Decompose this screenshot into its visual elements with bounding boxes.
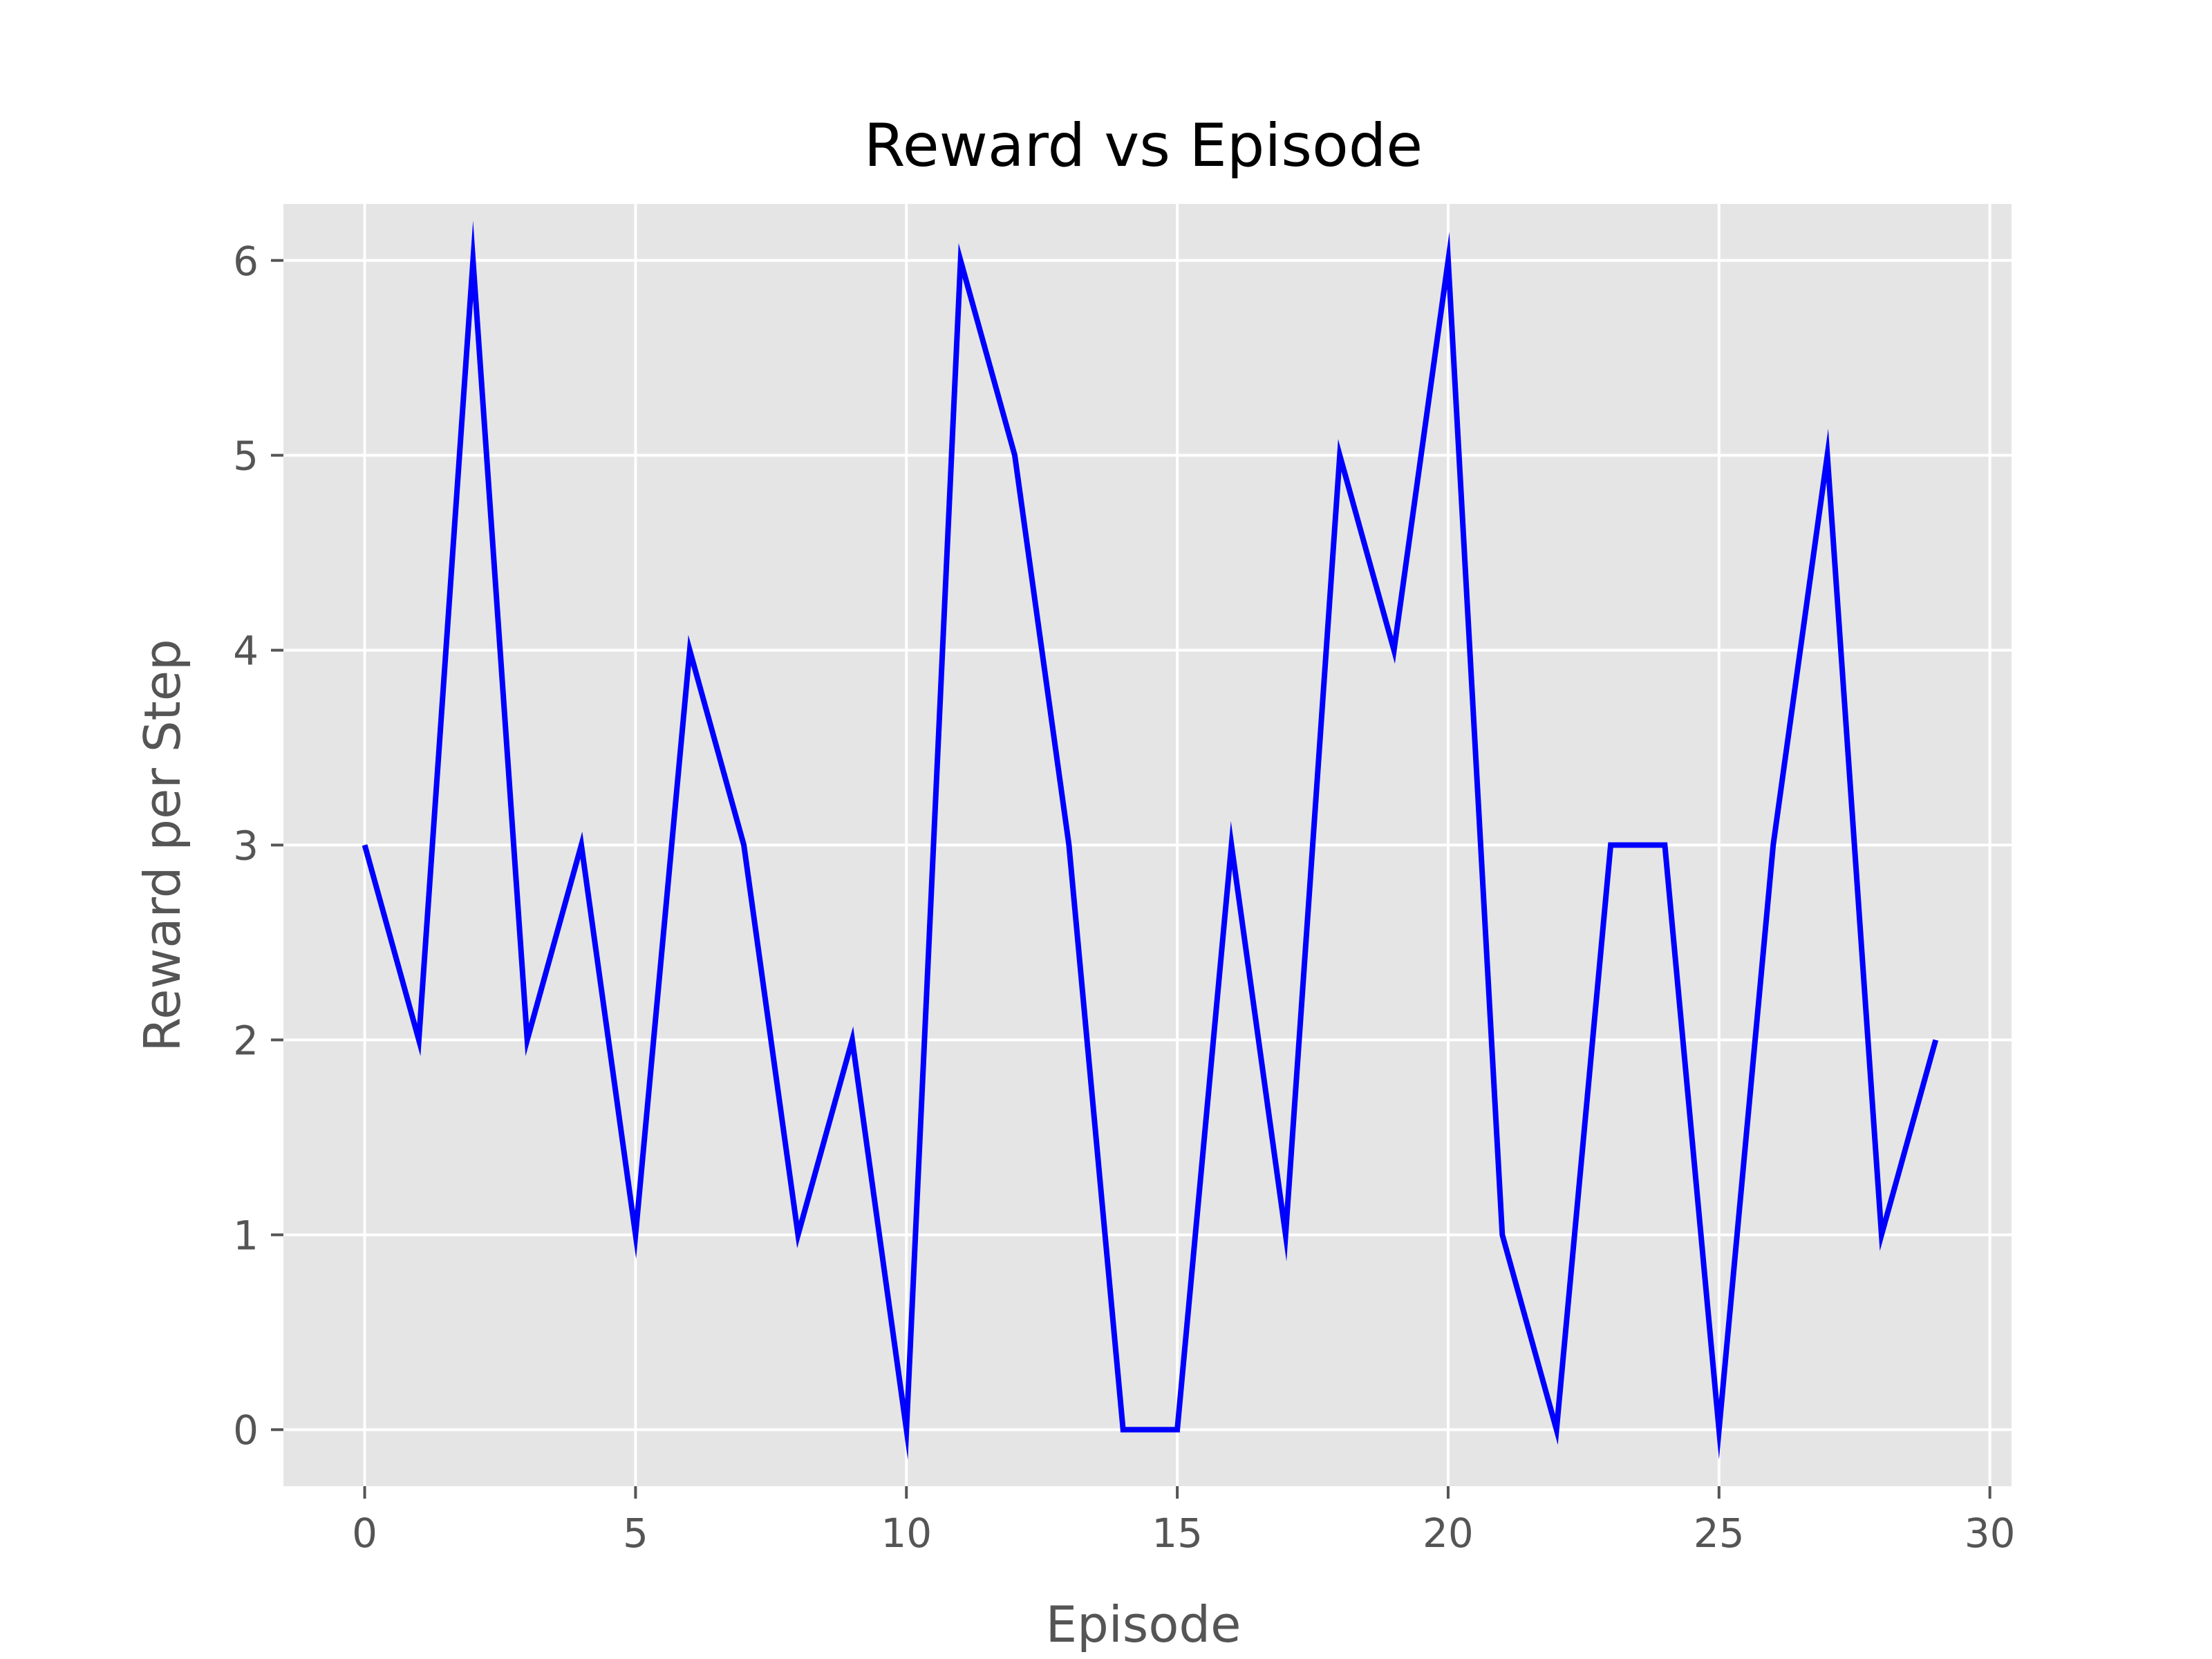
- ticks: 0 5 10 15 20 25 30 0 1 2 3 4 5 6: [233, 238, 2015, 1557]
- y-tick-label: 2: [233, 1017, 259, 1064]
- chart-title: Reward vs Episode: [864, 111, 1423, 180]
- series-line: [362, 221, 1939, 1460]
- x-tick-label: 30: [1965, 1510, 2016, 1557]
- x-tick-label: 5: [623, 1510, 648, 1557]
- y-tick-label: 6: [233, 238, 259, 285]
- y-axis-label: Reward per Step: [133, 639, 191, 1051]
- y-tick-label: 1: [233, 1212, 259, 1259]
- x-tick-label: 20: [1423, 1510, 1474, 1557]
- y-tick-label: 4: [233, 628, 259, 675]
- y-tick-label: 5: [233, 433, 259, 480]
- x-tick-label: 15: [1152, 1510, 1203, 1557]
- series-layer: [362, 221, 1939, 1460]
- x-axis-label: Episode: [1046, 1595, 1241, 1653]
- x-tick-label: 10: [881, 1510, 932, 1557]
- x-tick-label: 25: [1694, 1510, 1745, 1557]
- y-tick-label: 3: [233, 823, 259, 870]
- y-tick-label: 0: [233, 1407, 259, 1454]
- grid: [283, 204, 2012, 1486]
- x-tick-label: 0: [352, 1510, 377, 1557]
